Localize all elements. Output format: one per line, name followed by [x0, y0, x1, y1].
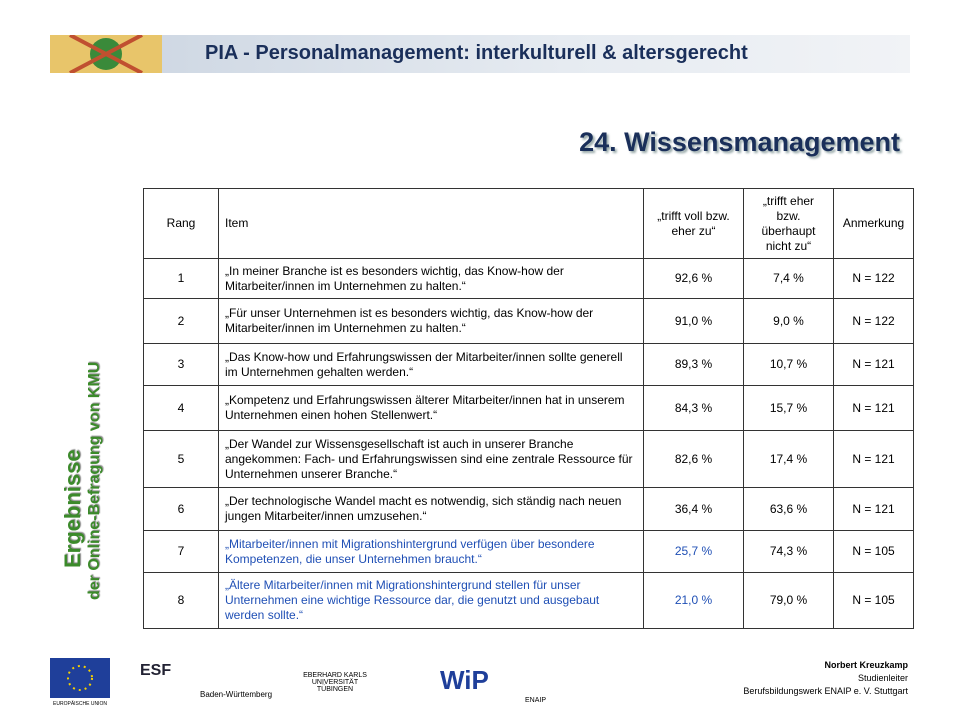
cell: 9,0 %: [743, 298, 834, 344]
cell: 92,6 %: [643, 258, 744, 299]
header-logo: [50, 35, 162, 73]
side-title-line2: der Online-Befragung von KMU: [86, 361, 103, 600]
cell: N = 121: [833, 430, 914, 488]
column-header: Item: [218, 188, 644, 259]
cell: 5: [143, 430, 219, 488]
cell: 7: [143, 530, 219, 573]
cell: N = 121: [833, 487, 914, 531]
column-header: „trifft voll bzw. eher zu“: [643, 188, 744, 259]
cell: N = 121: [833, 385, 914, 431]
cell: „Für unser Unternehmen ist es besonders …: [218, 298, 644, 344]
cell: 8: [143, 572, 219, 629]
cell: 36,4 %: [643, 487, 744, 531]
enaip-logo: ENAIP: [525, 697, 547, 704]
cell: 6: [143, 487, 219, 531]
cell: 2: [143, 298, 219, 344]
cell: N = 121: [833, 343, 914, 386]
cell: N = 122: [833, 298, 914, 344]
cell: 63,6 %: [743, 487, 834, 531]
column-header: Anmerkung: [833, 188, 914, 259]
cell: 89,3 %: [643, 343, 744, 386]
section-title: 24. Wissensmanagement: [579, 127, 900, 157]
table-row: 4 „Kompetenz und Erfahrungswissen älterer…: [143, 385, 914, 431]
footer-name: Norbert Kreuzkamp: [824, 660, 908, 670]
table-row: 6 „Der technologische Wandel macht es not…: [143, 487, 914, 531]
cell: „Ältere Mitarbeiter/innen mit Migrations…: [218, 572, 644, 629]
table-row: 3 „Das Know-how und Erfahrungswissen der …: [143, 343, 914, 386]
cell: 7,4 %: [743, 258, 834, 299]
eu-logo: EUROPÄISCHE UNION: [50, 658, 110, 707]
table-row: 2 „Für unser Unternehmen ist es besonders…: [143, 298, 914, 344]
cell: 3: [143, 343, 219, 386]
cell: 82,6 %: [643, 430, 744, 488]
cell: 1: [143, 258, 219, 299]
table-row: 1 „In meiner Branche ist es besonders wic…: [143, 258, 914, 299]
cell: 10,7 %: [743, 343, 834, 386]
eu-label: EUROPÄISCHE UNION: [53, 700, 107, 707]
cell: 84,3 %: [643, 385, 744, 431]
cell: 79,0 %: [743, 572, 834, 629]
table-row: 8 „Ältere Mitarbeiter/innen mit Migration…: [143, 572, 914, 629]
cell: 4: [143, 385, 219, 431]
cell: „Kompetenz und Erfahrungswissen älterer …: [218, 385, 644, 431]
cell: 21,0 %: [643, 572, 744, 629]
cell: N = 105: [833, 530, 914, 573]
cell: „Das Know-how und Erfahrungswissen der M…: [218, 343, 644, 386]
cell: „Der Wandel zur Wissensgesellschaft ist …: [218, 430, 644, 488]
bw-logo: Baden-Württemberg: [200, 690, 273, 699]
results-table: Rang Item „trifft voll bzw. eher zu“ „triff…: [143, 188, 914, 629]
table-row: 5 „Der Wandel zur Wissensgesellschaft ist…: [143, 430, 914, 488]
cell: „Der technologische Wandel macht es notw…: [218, 487, 644, 531]
table-row: 7 „Mitarbeiter/innen mit Migrationshinter…: [143, 530, 914, 573]
header-row: Rang Item „trifft voll bzw. eher zu“ „triff…: [143, 188, 914, 259]
column-header: Rang: [143, 188, 219, 259]
uni-logo: EBERHARD KARLS UNIVERSITÄT TÜBINGEN: [303, 672, 367, 693]
cell: 91,0 %: [643, 298, 744, 344]
column-header: „trifft eher bzw. überhaupt nicht zu“: [743, 188, 834, 259]
cell: 17,4 %: [743, 430, 834, 488]
cell: N = 105: [833, 572, 914, 629]
cell: N = 122: [833, 258, 914, 299]
wip-logo: WiP: [440, 665, 489, 695]
header-title: PIA - Personalmanagement: interkulturell…: [205, 42, 748, 64]
cell: „In meiner Branche ist es besonders wich…: [218, 258, 644, 299]
side-title-line1: Ergebnisse: [60, 449, 85, 568]
footer-role: Studienleiter: [857, 673, 908, 683]
footer-org: Berufsbildungswerk ENAIP e. V. Stuttgart: [743, 686, 908, 696]
cell: 74,3 %: [743, 530, 834, 573]
cell: 15,7 %: [743, 385, 834, 431]
cell: 25,7 %: [643, 530, 744, 573]
header-bar: [50, 35, 910, 73]
cell: „Mitarbeiter/innen mit Migrationshinterg…: [218, 530, 644, 573]
esf-logo: ESF: [140, 662, 172, 679]
